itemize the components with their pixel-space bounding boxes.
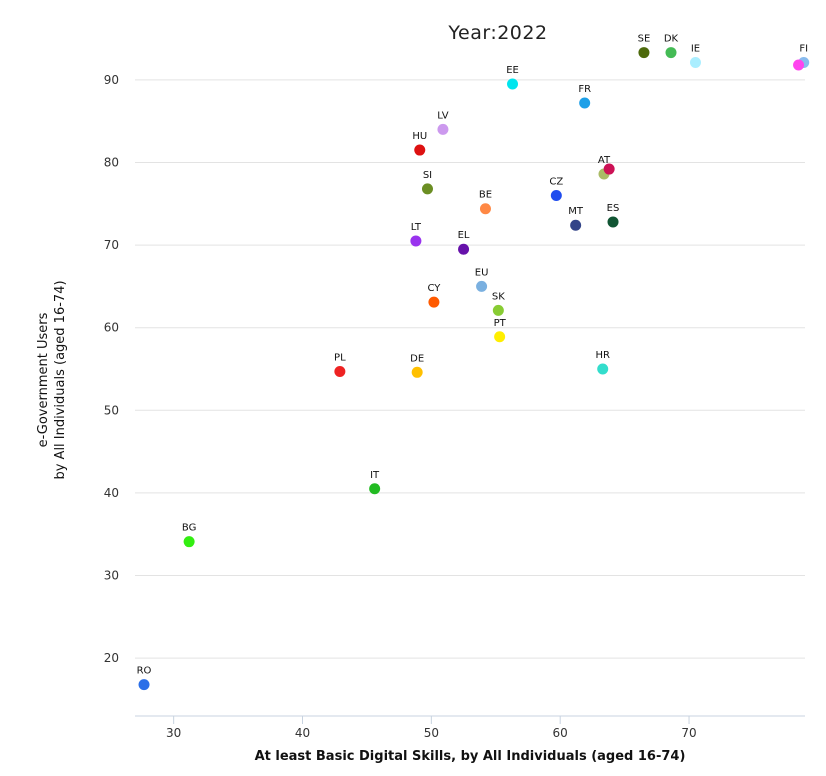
- point-label: LT: [411, 222, 422, 233]
- point-label: AT: [598, 155, 611, 166]
- x-tick-label: 40: [295, 726, 310, 740]
- data-point[interactable]: [414, 144, 426, 156]
- axes: [135, 715, 805, 724]
- data-point[interactable]: [603, 163, 615, 175]
- point-label: BE: [479, 190, 492, 201]
- point-label: CZ: [549, 177, 563, 188]
- point-label: SI: [423, 170, 432, 181]
- data-point[interactable]: [492, 304, 504, 316]
- data-point[interactable]: [369, 483, 381, 495]
- point-label: PT: [494, 318, 507, 329]
- y-axis-title-line2: by All Individuals (aged 16-74): [53, 280, 68, 479]
- data-point[interactable]: [597, 363, 609, 375]
- data-point[interactable]: [570, 219, 582, 231]
- x-tick-label: 60: [553, 726, 568, 740]
- y-tick-label: 60: [104, 321, 119, 335]
- y-axis-title: e-Government Users by All Individuals (a…: [36, 280, 68, 479]
- data-point[interactable]: [183, 536, 195, 548]
- point-label: IE: [691, 43, 700, 54]
- grid-lines: [135, 79, 805, 659]
- y-tick-label: 40: [104, 486, 119, 500]
- point-label: EU: [475, 267, 489, 278]
- data-point[interactable]: [421, 183, 433, 195]
- point-label: DK: [664, 34, 679, 45]
- y-tick-label: 70: [104, 238, 119, 252]
- data-point[interactable]: [579, 97, 591, 109]
- data-point[interactable]: [638, 47, 650, 59]
- data-point[interactable]: [494, 331, 506, 343]
- point-label: PL: [334, 352, 346, 363]
- y-tick-label: 30: [104, 569, 119, 583]
- data-point[interactable]: [334, 365, 346, 377]
- data-point[interactable]: [411, 366, 423, 378]
- point-label: CY: [427, 283, 441, 294]
- x-tick-label: 70: [681, 726, 696, 740]
- point-label: ES: [607, 203, 620, 214]
- point-label: LV: [437, 110, 448, 121]
- x-tick-label: 30: [166, 726, 181, 740]
- data-point[interactable]: [458, 243, 470, 255]
- data-point[interactable]: [607, 216, 619, 228]
- point-label: SK: [492, 291, 505, 302]
- data-point[interactable]: [507, 78, 519, 90]
- y-tick-label: 50: [104, 403, 119, 417]
- data-point[interactable]: [410, 235, 422, 247]
- y-tick-label: 20: [104, 651, 119, 665]
- x-axis-title: At least Basic Digital Skills, by All In…: [255, 749, 686, 764]
- data-point[interactable]: [428, 296, 440, 308]
- point-label: EE: [506, 65, 519, 76]
- data-point[interactable]: [437, 123, 449, 135]
- data-point[interactable]: [689, 56, 701, 68]
- point-label: MT: [568, 206, 584, 217]
- y-tick-label: 80: [104, 155, 119, 169]
- data-point[interactable]: [479, 203, 491, 215]
- data-point[interactable]: [476, 280, 488, 292]
- point-label: EL: [458, 230, 470, 241]
- point-label: RO: [137, 666, 152, 677]
- point-label: IT: [370, 470, 380, 481]
- tick-labels: 20 30 40 50 60 70 80 90 30 40 50 60 70: [104, 73, 697, 740]
- chart-title: Year:2022: [447, 22, 547, 44]
- point-label: BG: [182, 523, 196, 534]
- data-points: RO BG IT PL DE CY LT EL SI HU LV BE EU SK PT EE CZ MT FR HR…: [137, 34, 810, 691]
- point-label: FR: [578, 84, 591, 95]
- data-point[interactable]: [550, 190, 562, 201]
- y-tick-label: 90: [104, 73, 119, 87]
- point-label: HU: [412, 131, 427, 142]
- x-tick-label: 50: [424, 726, 439, 740]
- point-label: HR: [595, 350, 610, 361]
- data-point[interactable]: [138, 679, 150, 691]
- data-point[interactable]: [665, 47, 677, 59]
- point-label: FI: [799, 43, 808, 54]
- data-point[interactable]: [793, 59, 805, 71]
- point-label: SE: [638, 34, 651, 45]
- y-axis-title-line1: e-Government Users: [36, 312, 51, 447]
- point-label: DE: [410, 353, 424, 364]
